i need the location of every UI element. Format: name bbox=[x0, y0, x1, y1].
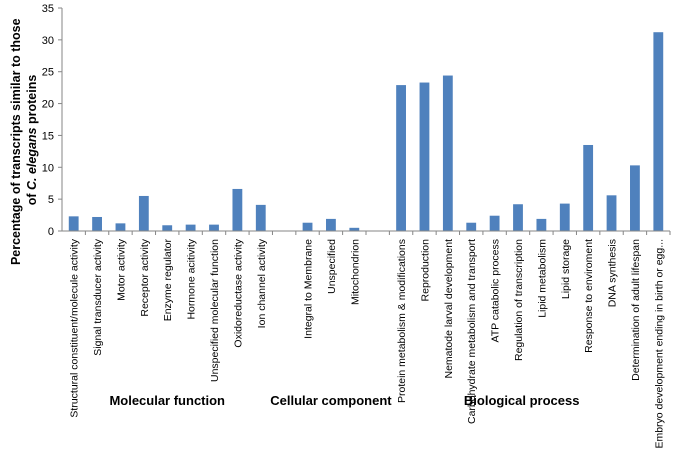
category-label: Receptor activity bbox=[139, 238, 151, 316]
category-label: Lipid metabolism bbox=[536, 239, 548, 318]
category-label: Motor activity bbox=[115, 238, 127, 301]
bar bbox=[606, 195, 617, 231]
bar bbox=[326, 218, 336, 231]
bar bbox=[396, 85, 406, 231]
bar bbox=[653, 32, 664, 232]
bar bbox=[583, 144, 594, 231]
bar bbox=[442, 75, 453, 231]
category-label: Integral to Membrane bbox=[303, 239, 315, 339]
category-label: Mitochondrion bbox=[349, 239, 361, 305]
category-label: Response to enviroment bbox=[583, 239, 595, 353]
bar bbox=[255, 204, 266, 231]
bars bbox=[68, 32, 671, 235]
category-label: DNA synthesis bbox=[607, 239, 619, 307]
y-tick-label: 5 bbox=[48, 194, 54, 206]
bar bbox=[536, 218, 547, 231]
category-label: Structural constituent/molecule activity bbox=[69, 238, 81, 417]
category-label: Protein metabolism & modifications bbox=[396, 239, 408, 403]
y-axis-label-proteins: proteins bbox=[25, 75, 39, 128]
bar bbox=[232, 188, 243, 231]
group-label: Biological process bbox=[464, 393, 580, 408]
bar bbox=[466, 222, 477, 231]
y-tick-label: 10 bbox=[42, 162, 54, 174]
y-axis-label: Percentage of transcripts similar to tho… bbox=[9, 15, 39, 265]
y-tick-label: 25 bbox=[42, 67, 54, 79]
y-tick-label: 30 bbox=[42, 35, 54, 47]
bar bbox=[92, 216, 102, 231]
category-label: Determination of adult lifespan bbox=[630, 239, 642, 381]
y-axis-label-line-1: Percentage of transcripts similar to tho… bbox=[9, 18, 23, 265]
bar bbox=[419, 82, 430, 231]
category-label: Unspecified bbox=[326, 239, 338, 294]
y-tick-label: 0 bbox=[48, 226, 54, 238]
bar bbox=[489, 215, 500, 231]
bar bbox=[185, 224, 196, 231]
category-label: Lipid storage bbox=[560, 239, 572, 299]
category-label: Reproduction bbox=[419, 239, 431, 302]
y-axis: 0 5 10 15 20 25 30 35 bbox=[42, 3, 62, 238]
bar bbox=[630, 165, 640, 231]
y-axis-label-of: of bbox=[25, 190, 39, 205]
group-label: Cellular component bbox=[270, 393, 392, 408]
group-label: Molecular function bbox=[109, 393, 225, 408]
bar bbox=[209, 224, 219, 231]
y-tick-label: 15 bbox=[42, 130, 54, 142]
category-label: Nematode larval development bbox=[443, 239, 455, 379]
category-label: Embryo development ending in birth or eg… bbox=[653, 239, 665, 449]
bar bbox=[162, 225, 173, 231]
bar bbox=[68, 216, 79, 231]
category-label: Ion channel activity bbox=[256, 238, 268, 328]
category-label: Regulation of transcription bbox=[513, 239, 525, 361]
bar bbox=[559, 203, 570, 231]
bar bbox=[138, 195, 149, 231]
category-label: Oxidoreductase activity bbox=[232, 238, 244, 347]
category-label: Unspecified molecular function bbox=[209, 239, 221, 382]
y-tick-label: 35 bbox=[42, 3, 54, 15]
y-axis-label-line-2: of C. elegans proteins bbox=[25, 75, 39, 206]
category-labels: Structural constituent/molecule activity… bbox=[69, 238, 666, 448]
category-label: Enzyme regulator bbox=[162, 239, 174, 322]
category-label: Hormone acitivity bbox=[186, 238, 198, 319]
bar bbox=[513, 204, 523, 231]
category-label: Signal transducer activity bbox=[92, 238, 104, 355]
y-tick-label: 20 bbox=[42, 99, 54, 111]
bar bbox=[302, 222, 313, 231]
group-labels: Molecular function Cellular component Biol… bbox=[109, 393, 579, 408]
y-axis-label-species: C. elegans bbox=[25, 127, 39, 190]
category-label: ATP catabolic process bbox=[490, 239, 502, 343]
bar bbox=[349, 227, 360, 231]
bar bbox=[115, 223, 126, 231]
category-label: Carbohydrate metabolism and transport bbox=[466, 239, 478, 424]
